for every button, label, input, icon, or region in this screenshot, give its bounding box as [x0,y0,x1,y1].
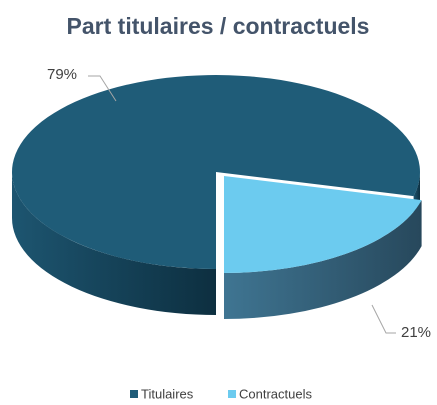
legend-swatch [130,390,138,398]
leader-line [88,75,117,102]
data-label: 21% [401,324,431,341]
chart-title: Part titulaires / contractuels [67,13,370,39]
legend-swatch [228,390,236,398]
slice [11,75,420,270]
legend-label: Contractuels [239,386,312,401]
legend-label: Titulaires [141,386,194,401]
leader-line [371,304,396,334]
slice-side [12,172,216,315]
slice-side [224,200,422,319]
slice [224,176,422,273]
data-label: 79% [47,66,77,83]
